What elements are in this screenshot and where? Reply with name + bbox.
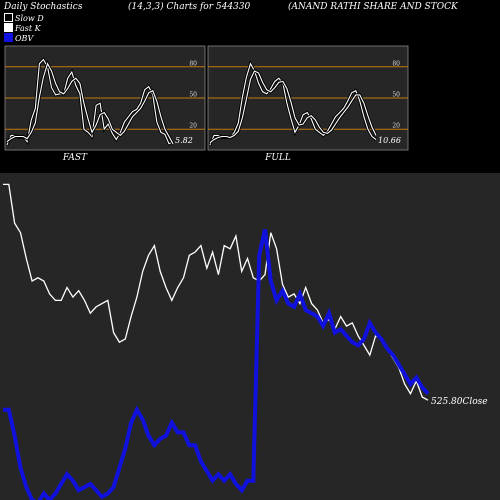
full-tick-label: 80 — [392, 60, 400, 67]
full-slow-d-line — [209, 70, 377, 144]
chart-title: Daily Stochastics — [4, 2, 83, 12]
legend-fast-k-label: Fast K — [15, 24, 41, 33]
legend-slow-d-label: Slow D — [15, 14, 44, 23]
chart-params: (14,3,3) Charts for 544330 — [128, 2, 251, 12]
fast-xlabel: FAST — [62, 153, 88, 163]
slow-d-swatch-icon — [4, 13, 13, 22]
fast-tick-label: 80 — [189, 60, 197, 67]
legend-fast-k: Fast K — [4, 23, 41, 33]
fast-k-swatch-icon — [4, 23, 13, 32]
fast-fast-k-line — [6, 58, 174, 146]
company-name: (ANAND RATHI SHARE AND STOCK — [288, 2, 458, 12]
close-last-value: 525.80Close — [431, 397, 488, 407]
legend-obv: OBV — [4, 33, 33, 43]
fast-tick-label: 50 — [189, 92, 197, 99]
obv-line — [3, 229, 430, 500]
fast-last-value: 5.82 — [175, 136, 193, 145]
full-tick-label: 20 — [392, 123, 400, 130]
full-last-value: 10.66 — [378, 136, 401, 145]
full-tick-label: 50 — [392, 92, 400, 99]
close-price-line — [3, 183, 429, 401]
close-last-value-suffix: Close — [463, 397, 488, 407]
full-fast-k-line — [209, 62, 377, 146]
full-xlabel: FULL — [264, 153, 291, 163]
fast-tick-label: 20 — [189, 123, 197, 130]
legend-obv-label: OBV — [15, 34, 34, 43]
obv-swatch-icon — [4, 33, 13, 42]
fast-slow-d-line — [6, 62, 174, 145]
price-panel-background — [0, 173, 500, 500]
legend-slow-d: Slow D — [4, 13, 44, 23]
